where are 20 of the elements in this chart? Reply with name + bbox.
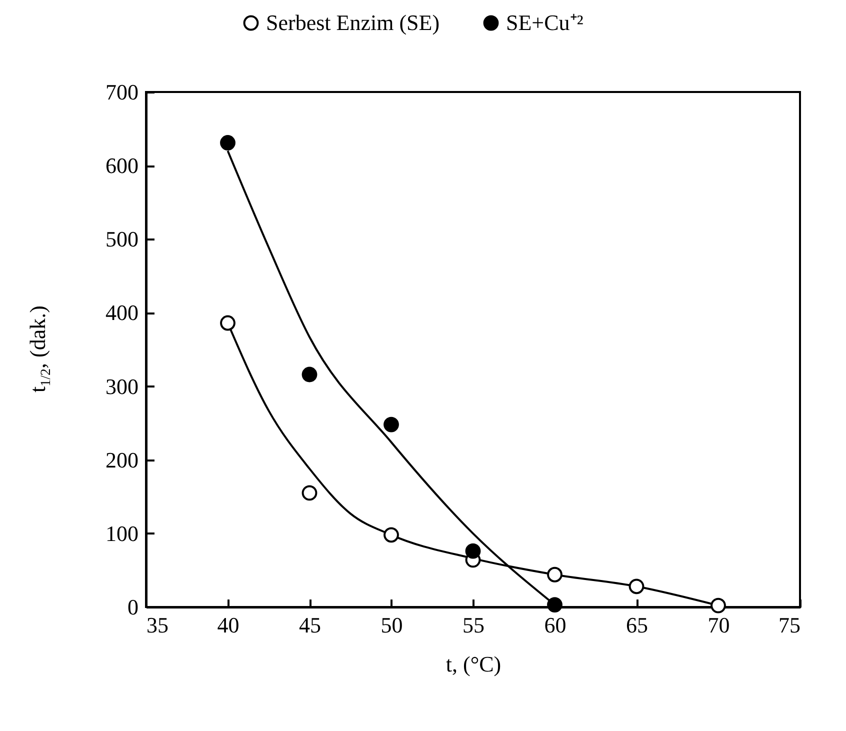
legend-label: SE+Cu⁺²: [506, 10, 584, 35]
x-tick-label: 50: [380, 612, 403, 638]
y-tick-label: 500: [106, 226, 138, 252]
x-tick-label: 40: [217, 612, 240, 638]
x-tick-label: 60: [544, 612, 566, 638]
y-tick-label: 200: [106, 447, 138, 472]
x-tick-label: 65: [626, 612, 648, 638]
x-tick-label: 45: [299, 612, 321, 638]
x-axis-title: t, (°C): [446, 652, 502, 676]
x-tick-label: 70: [708, 612, 730, 638]
x-tick-label: 35: [146, 612, 168, 638]
y-tick-label: 600: [106, 153, 138, 178]
x-tick-label: 55: [462, 612, 484, 638]
legend-label: Serbest Enzim (SE): [266, 10, 440, 35]
x-tick-label: 75: [778, 612, 800, 638]
y-tick-label: 700: [106, 80, 138, 104]
y-tick-label: 100: [106, 520, 138, 546]
y-tick-label: 300: [106, 374, 138, 399]
y-tick-label: 0: [128, 594, 138, 620]
y-tick-label: 400: [106, 300, 138, 326]
